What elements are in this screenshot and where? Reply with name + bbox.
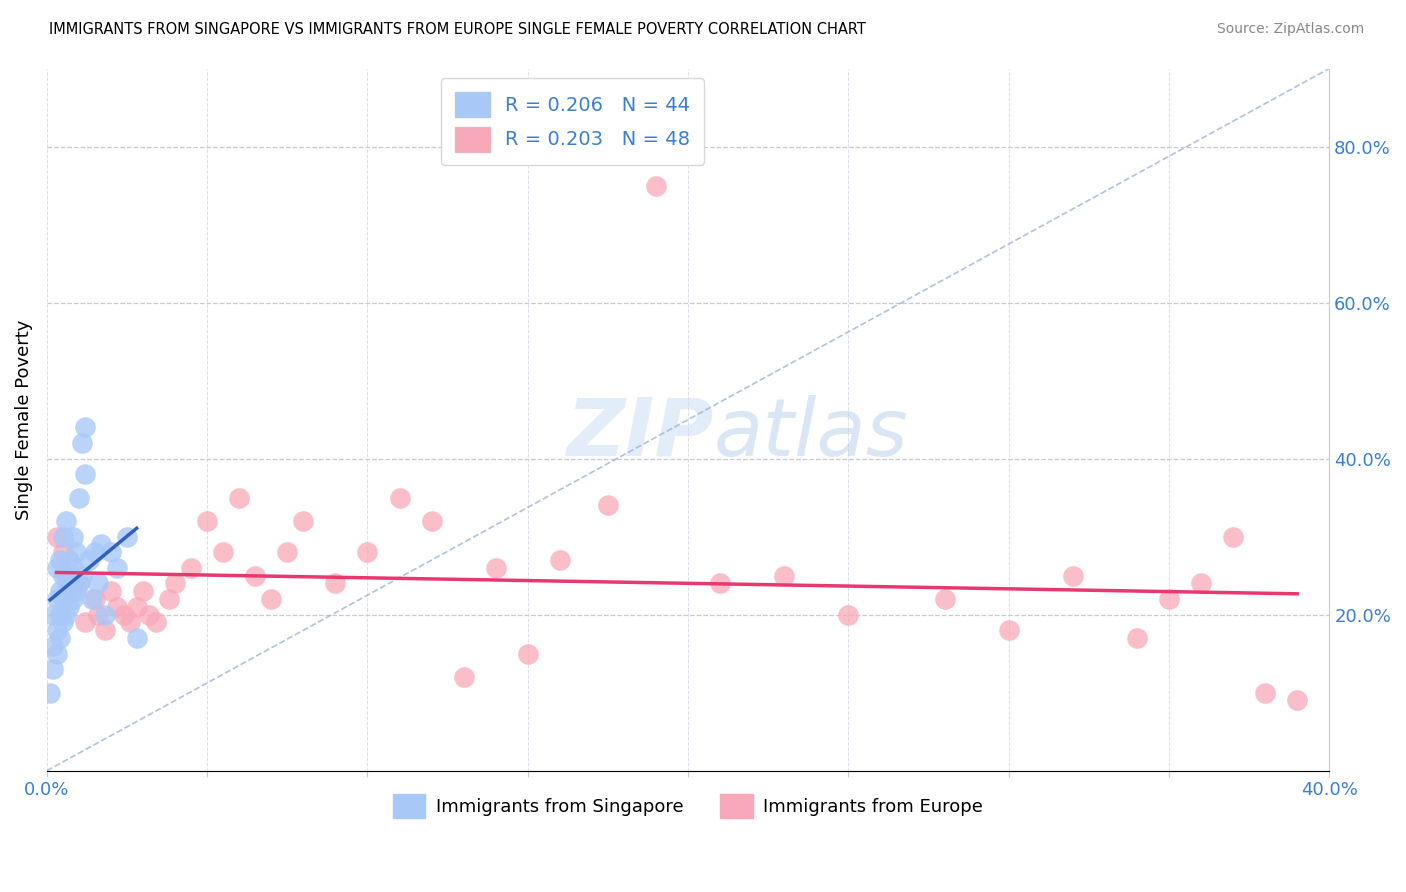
Point <box>58 553 80 567</box>
Point <box>65 545 87 559</box>
Point <box>138 607 160 622</box>
Point <box>80 592 103 607</box>
Point <box>112 607 135 622</box>
Point <box>42 662 65 676</box>
Point <box>420 514 443 528</box>
Point <box>70 436 93 450</box>
Text: atlas: atlas <box>714 394 908 473</box>
Point <box>67 576 90 591</box>
Point <box>67 576 90 591</box>
Text: Source: ZipAtlas.com: Source: ZipAtlas.com <box>1216 22 1364 37</box>
Point <box>42 607 65 622</box>
Point <box>934 592 956 607</box>
Point <box>453 670 475 684</box>
Point <box>157 592 180 607</box>
Point <box>596 499 619 513</box>
Point <box>45 624 67 638</box>
Point <box>212 545 235 559</box>
Point <box>107 561 129 575</box>
Point <box>52 545 75 559</box>
Point <box>1157 592 1180 607</box>
Point <box>52 530 75 544</box>
Point <box>45 592 67 607</box>
Point <box>58 576 80 591</box>
Point <box>75 420 97 434</box>
Point <box>70 568 93 582</box>
Point <box>62 530 84 544</box>
Point <box>55 584 77 599</box>
Point <box>1062 568 1084 582</box>
Point <box>84 545 107 559</box>
Point <box>39 686 62 700</box>
Point <box>55 607 77 622</box>
Point <box>48 607 70 622</box>
Point <box>997 624 1019 638</box>
Point <box>45 647 67 661</box>
Point <box>84 592 107 607</box>
Point <box>120 615 142 630</box>
Point <box>52 592 75 607</box>
Point <box>93 624 115 638</box>
Point <box>55 568 77 582</box>
Point <box>195 514 218 528</box>
Point <box>65 584 87 599</box>
Point <box>52 568 75 582</box>
Point <box>100 545 122 559</box>
Point <box>87 607 110 622</box>
Point <box>837 607 859 622</box>
Point <box>1222 530 1244 544</box>
Point <box>548 553 571 567</box>
Text: IMMIGRANTS FROM SINGAPORE VS IMMIGRANTS FROM EUROPE SINGLE FEMALE POVERTY CORREL: IMMIGRANTS FROM SINGAPORE VS IMMIGRANTS … <box>49 22 866 37</box>
Point <box>45 561 67 575</box>
Point <box>132 584 155 599</box>
Point <box>87 576 110 591</box>
Point <box>115 530 138 544</box>
Point <box>107 599 129 614</box>
Point <box>55 514 77 528</box>
Point <box>260 592 283 607</box>
Point <box>1189 576 1212 591</box>
Point <box>325 576 347 591</box>
Point <box>45 530 67 544</box>
Point <box>165 576 187 591</box>
Point <box>1286 693 1309 707</box>
Point <box>75 467 97 482</box>
Point <box>62 561 84 575</box>
Point <box>276 545 298 559</box>
Point <box>42 639 65 653</box>
Point <box>125 631 148 645</box>
Point <box>90 537 112 551</box>
Point <box>1254 686 1277 700</box>
Point <box>709 576 731 591</box>
Point <box>228 491 250 505</box>
Legend: Immigrants from Singapore, Immigrants from Europe: Immigrants from Singapore, Immigrants fr… <box>385 788 990 825</box>
Point <box>773 568 796 582</box>
Text: ZIP: ZIP <box>567 394 714 473</box>
Point <box>48 631 70 645</box>
Point <box>58 599 80 614</box>
Point <box>75 615 97 630</box>
Point <box>100 584 122 599</box>
Point <box>48 584 70 599</box>
Point <box>77 553 100 567</box>
Point <box>292 514 315 528</box>
Point <box>125 599 148 614</box>
Point <box>516 647 538 661</box>
Point <box>1126 631 1149 645</box>
Point <box>356 545 378 559</box>
Point <box>62 592 84 607</box>
Point <box>245 568 267 582</box>
Point <box>388 491 411 505</box>
Point <box>145 615 167 630</box>
Point <box>52 615 75 630</box>
Point <box>48 553 70 567</box>
Point <box>67 491 90 505</box>
Point <box>485 561 508 575</box>
Point <box>180 561 202 575</box>
Point <box>93 607 115 622</box>
Y-axis label: Single Female Poverty: Single Female Poverty <box>15 319 32 520</box>
Point <box>645 178 668 193</box>
Point <box>62 584 84 599</box>
